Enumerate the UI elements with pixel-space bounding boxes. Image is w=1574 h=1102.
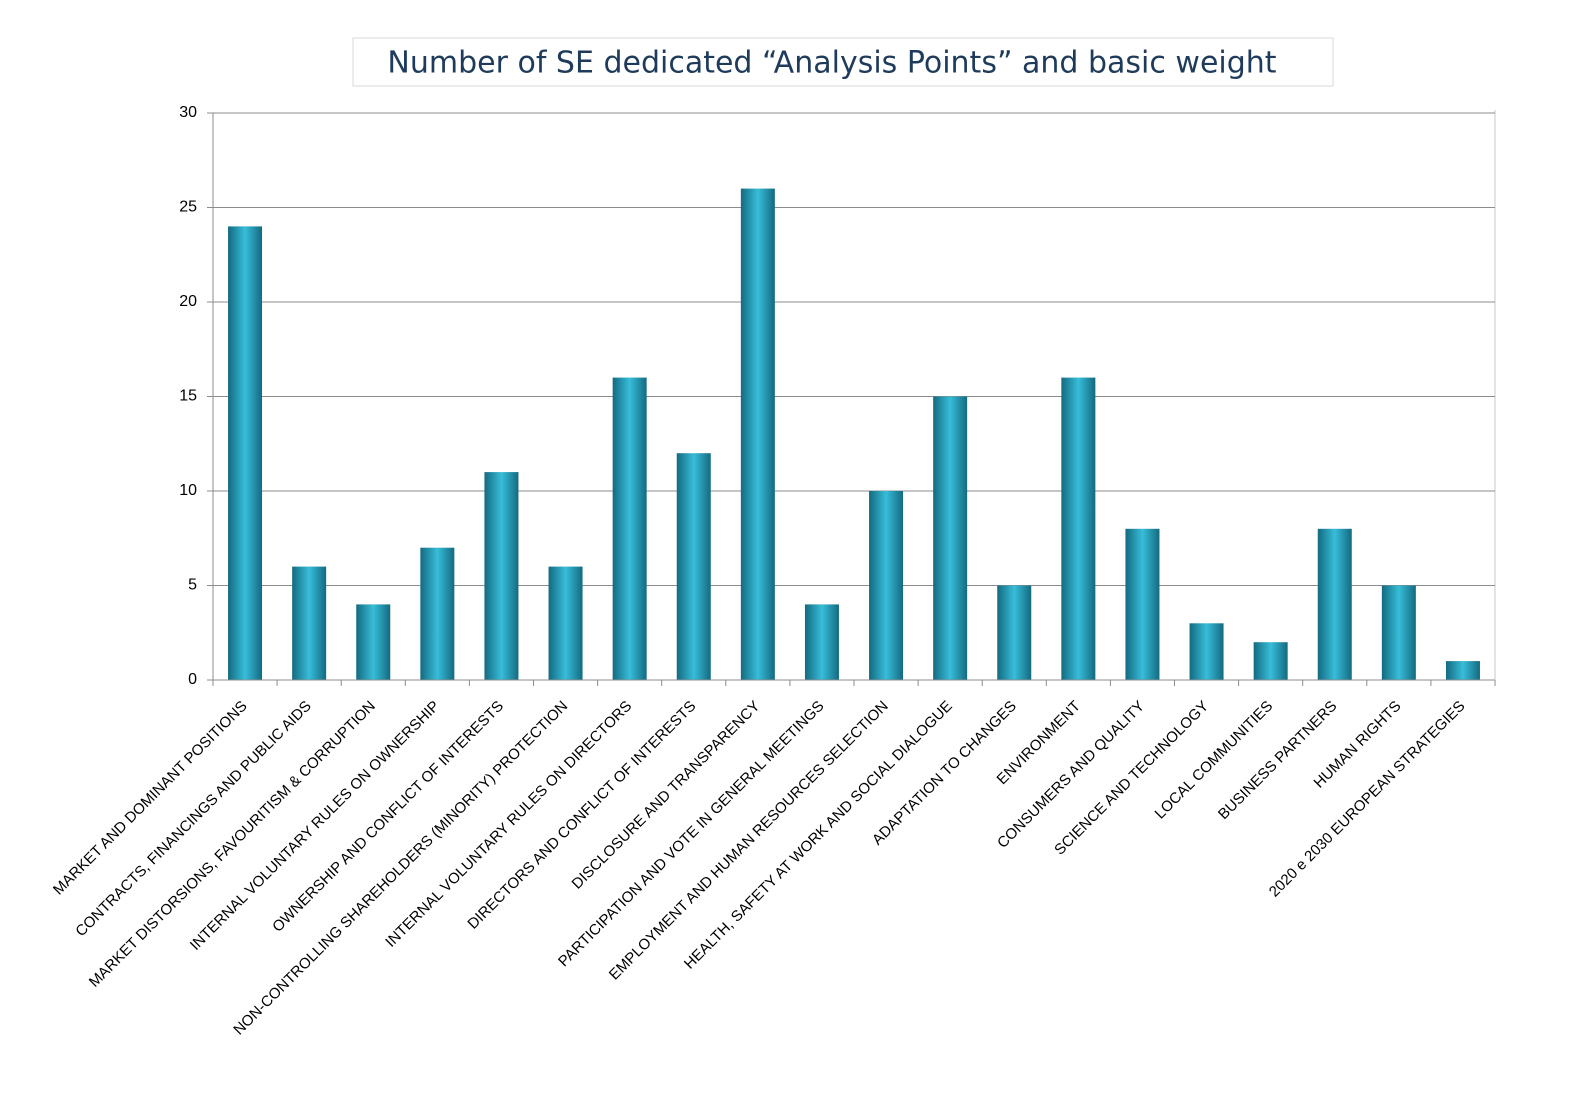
chart-title: Number of SE dedicated “Analysis Points”… (387, 46, 1276, 81)
bar (1125, 528, 1160, 680)
y-tick-label: 30 (179, 104, 197, 121)
x-tick-label: OWNERSHIP AND CONFLICT OF INTERESTS (269, 698, 507, 936)
y-tick-label: 15 (179, 388, 197, 405)
bar (1445, 661, 1480, 680)
x-tick-label: MARKET DISTORSIONS, FAVOURITISM & CORRUP… (86, 698, 379, 991)
bar (676, 453, 711, 680)
bar (228, 226, 263, 680)
bar (1061, 377, 1096, 680)
bar (292, 566, 327, 680)
x-tick-label: INTERNAL VOLUNTARY RULES ON DIRECTORS (382, 698, 635, 951)
y-tick-label: 10 (179, 482, 197, 499)
y-tick-label: 20 (179, 293, 197, 310)
bar (484, 472, 519, 680)
bar (356, 604, 391, 680)
bar (997, 585, 1032, 680)
bar (1189, 623, 1224, 680)
bar (804, 604, 839, 680)
title-box (352, 37, 1334, 87)
bar (1253, 642, 1288, 680)
bar (548, 566, 583, 680)
bar (1317, 528, 1352, 680)
bar (869, 491, 904, 680)
y-tick-label: 5 (188, 577, 197, 594)
x-tick-label: CONTRACTS, FINANCINGS AND PUBLIC AIDS (72, 698, 314, 940)
y-tick-label: 25 (179, 199, 197, 216)
bar (420, 547, 455, 680)
x-tick-label: LOCAL COMMUNITIES (1152, 698, 1277, 823)
y-tick-label: 0 (188, 671, 197, 688)
bar (1381, 585, 1416, 680)
bar (612, 377, 647, 680)
bar (740, 188, 775, 680)
bar (933, 396, 968, 680)
x-tick-label: DIRECTORS AND CONFLICT OF INTERESTS (464, 698, 699, 933)
x-tick-label: BUSINESS PARTNERS (1215, 698, 1340, 823)
